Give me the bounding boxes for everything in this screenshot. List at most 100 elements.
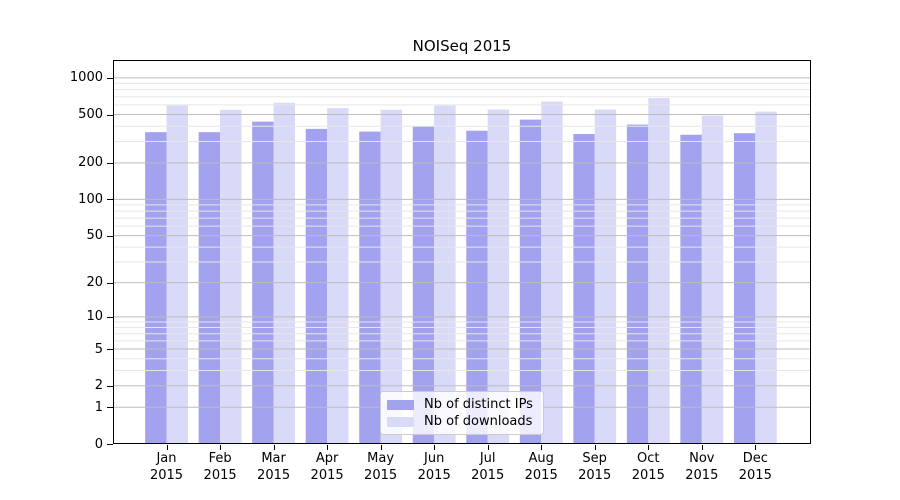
y-tick-mark xyxy=(107,444,113,445)
x-tick-label: Mar 2015 xyxy=(244,450,304,484)
y-tick-label: 200 xyxy=(78,155,103,171)
bar-downloads xyxy=(327,108,349,444)
y-tick-mark xyxy=(107,199,113,201)
x-tick-year: 2015 xyxy=(364,468,398,483)
legend: Nb of distinct IPs Nb of downloads xyxy=(380,391,544,435)
x-tick-month: Apr xyxy=(315,451,339,466)
x-tick-year: 2015 xyxy=(203,468,237,483)
x-tick-month: Dec xyxy=(742,451,768,466)
y-tick-label: 20 xyxy=(86,275,103,291)
x-tick-month: Mar xyxy=(261,451,286,466)
x-tick-month: Sep xyxy=(582,451,607,466)
legend-item-distinct-ips: Nb of distinct IPs xyxy=(387,396,535,413)
x-tick-month: Jul xyxy=(479,451,496,466)
x-tick-year: 2015 xyxy=(524,468,558,483)
y-tick-mark xyxy=(107,407,113,409)
bar-downloads xyxy=(434,105,456,444)
bar-distinct-ips xyxy=(573,133,595,444)
x-tick-mark xyxy=(487,445,489,450)
y-tick-label: 0 xyxy=(94,436,103,452)
x-tick-label: Apr 2015 xyxy=(297,450,357,484)
x-tick-label: Jun 2015 xyxy=(404,450,464,484)
y-tick-mark xyxy=(107,349,113,350)
legend-item-downloads: Nb of downloads xyxy=(387,413,535,430)
x-tick-year: 2015 xyxy=(149,468,184,483)
bar-downloads xyxy=(166,105,188,444)
x-tick-mark xyxy=(648,445,650,450)
y-tick-mark xyxy=(107,385,113,387)
x-tick-mark xyxy=(434,445,436,450)
y-tick-mark xyxy=(107,316,113,318)
x-tick-month: Feb xyxy=(208,451,232,466)
x-tick-label: May 2015 xyxy=(351,450,411,484)
bar-downloads xyxy=(273,102,295,444)
x-tick-label: Oct 2015 xyxy=(618,450,678,484)
legend-swatch-downloads xyxy=(387,416,414,427)
x-tick-month: Jun xyxy=(424,451,445,466)
y-tick-mark xyxy=(107,162,113,164)
plot-frame xyxy=(113,60,811,444)
bar-downloads xyxy=(594,109,617,444)
y-tick-label: 500 xyxy=(78,107,103,122)
bar-downloads xyxy=(541,101,563,444)
bar-distinct-ips xyxy=(680,134,702,444)
x-tick-year: 2015 xyxy=(685,468,719,483)
legend-label-distinct-ips: Nb of distinct IPs xyxy=(424,397,533,412)
x-tick-label: Nov 2015 xyxy=(672,450,732,484)
bar-distinct-ips xyxy=(305,128,328,444)
bar-downloads xyxy=(701,115,724,444)
y-tick-label: 10 xyxy=(86,309,103,325)
x-tick-year: 2015 xyxy=(738,468,772,483)
x-tick-mark xyxy=(701,445,703,450)
x-tick-mark xyxy=(380,445,382,450)
bar-downloads xyxy=(648,98,670,444)
x-tick-label: Jul 2015 xyxy=(458,450,518,484)
bar-distinct-ips xyxy=(519,119,542,444)
bar-downloads xyxy=(755,111,777,444)
x-tick-year: 2015 xyxy=(631,468,665,483)
x-tick-mark xyxy=(327,445,329,450)
y-tick-label: 1 xyxy=(94,399,103,415)
y-tick-mark xyxy=(107,235,113,237)
plot-area xyxy=(113,60,811,444)
x-tick-month: May xyxy=(367,451,395,466)
y-tick-label: 1000 xyxy=(69,70,103,86)
y-tick-label: 100 xyxy=(78,191,103,207)
x-tick-month: Oct xyxy=(637,451,660,466)
x-tick-month: Aug xyxy=(528,451,554,466)
legend-swatch-distinct-ips xyxy=(387,399,414,410)
x-tick-mark xyxy=(755,445,757,450)
x-tick-label: Jan 2015 xyxy=(137,450,197,484)
bar-downloads xyxy=(220,109,242,444)
chart-title: NOISeq 2015 xyxy=(412,37,512,55)
x-tick-label: Sep 2015 xyxy=(565,450,625,484)
x-tick-year: 2015 xyxy=(578,468,612,483)
y-tick-mark xyxy=(107,114,113,116)
x-tick-label: Dec 2015 xyxy=(725,450,785,484)
bar-downloads xyxy=(487,109,510,444)
y-tick-label: 50 xyxy=(86,228,103,244)
bar-distinct-ips xyxy=(733,133,756,444)
bar-distinct-ips xyxy=(198,132,221,444)
x-tick-year: 2015 xyxy=(310,468,344,483)
y-tick-label: 2 xyxy=(94,378,103,394)
bar-distinct-ips xyxy=(359,131,381,444)
x-tick-mark xyxy=(594,445,596,450)
legend-label-downloads: Nb of downloads xyxy=(424,414,533,429)
x-tick-year: 2015 xyxy=(417,468,451,483)
bar-distinct-ips xyxy=(412,126,435,444)
x-tick-mark xyxy=(220,445,222,450)
x-tick-month: Jan xyxy=(156,451,177,466)
bar-distinct-ips xyxy=(145,132,167,444)
x-tick-mark xyxy=(541,445,543,450)
x-tick-month: Nov xyxy=(689,451,715,466)
x-tick-mark xyxy=(273,445,275,450)
x-tick-year: 2015 xyxy=(471,468,505,483)
x-tick-label: Feb 2015 xyxy=(190,450,250,484)
y-tick-mark xyxy=(107,77,113,79)
x-tick-year: 2015 xyxy=(257,468,291,483)
x-tick-label: Aug 2015 xyxy=(511,450,571,484)
y-tick-label: 5 xyxy=(94,341,103,357)
y-tick-mark xyxy=(107,282,113,284)
